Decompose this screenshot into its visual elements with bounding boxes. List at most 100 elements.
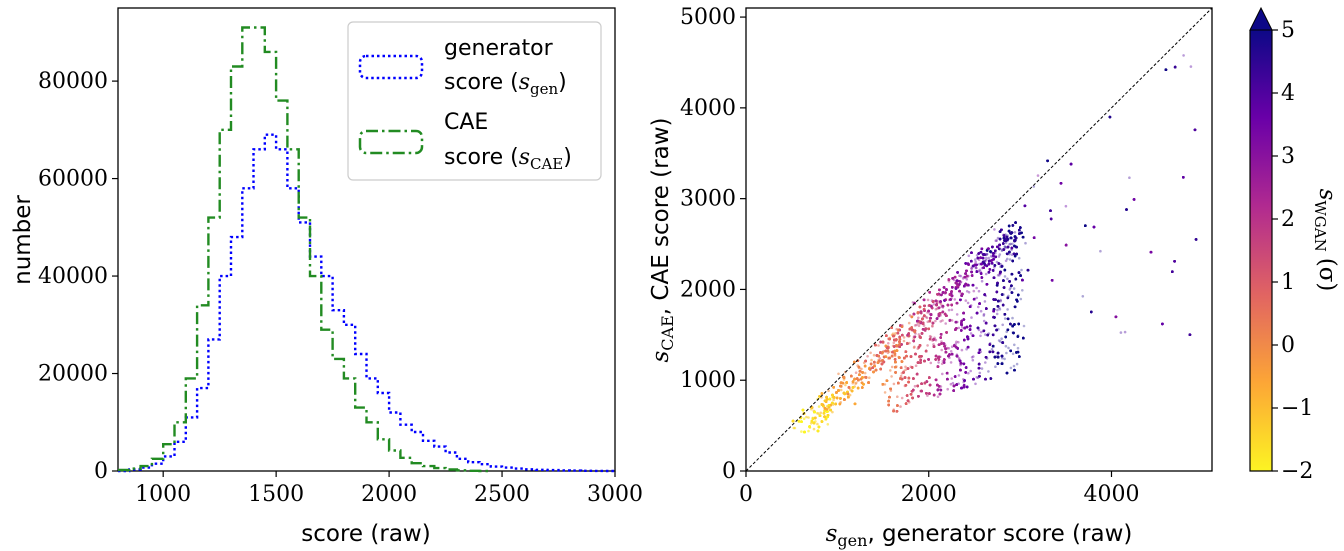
scatter-point: [947, 298, 951, 302]
scatter-point: [907, 332, 910, 335]
scatter-point: [947, 278, 951, 281]
scatter-point: [954, 320, 958, 324]
legend-cae-swatch: [358, 129, 424, 155]
scatter-point: [1000, 362, 1004, 366]
scatter-point: [975, 296, 978, 300]
scatter-point: [964, 282, 967, 286]
scatter-point: [1013, 254, 1017, 258]
scatter-point: [957, 326, 961, 330]
scatter-point: [942, 286, 946, 289]
scatter-point: [1011, 331, 1015, 334]
scatter-point: [950, 303, 953, 307]
scatter-point: [934, 378, 938, 382]
scatter-point: [971, 283, 975, 287]
scatter-point: [1193, 128, 1197, 132]
scatter-point: [960, 348, 964, 352]
scatter-point: [949, 350, 953, 353]
scatter-point: [939, 336, 942, 339]
histogram-x-axis-label: score (raw): [301, 521, 430, 547]
scatter-point: [1000, 249, 1004, 252]
scatter-point: [983, 253, 986, 256]
scatter-point: [978, 268, 981, 272]
scatter-point: [935, 303, 938, 306]
scatter-point: [863, 371, 867, 375]
scatter-point: [955, 282, 958, 285]
scatter-point: [939, 320, 942, 323]
scatter-point: [996, 245, 999, 249]
scatter-point: [972, 264, 975, 268]
scatter-point: [1009, 236, 1013, 240]
scatter-point: [956, 347, 959, 350]
scatter-point: [1024, 241, 1027, 245]
scatter-point: [982, 313, 986, 316]
scatter-point: [1011, 324, 1014, 328]
scatter-point: [985, 253, 989, 256]
scatter-point: [1007, 294, 1010, 298]
scatter-point: [932, 338, 935, 341]
scatter-point: [1008, 258, 1012, 261]
scatter-point: [860, 367, 863, 371]
scatter-point: [1026, 268, 1030, 272]
scatter-point: [1015, 252, 1018, 256]
scatter-point: [1002, 293, 1005, 296]
scatter-point: [1010, 284, 1013, 288]
scatter-point: [937, 315, 941, 318]
scatter-point: [916, 322, 920, 325]
scatter-point: [908, 314, 912, 317]
scatter-point: [1013, 323, 1016, 326]
scatter-point: [964, 272, 967, 275]
scatter-point: [974, 382, 977, 386]
scatter-point: [1017, 271, 1021, 274]
scatter-point: [1015, 298, 1018, 302]
scatter-point: [1004, 233, 1007, 236]
scatter-point: [869, 351, 872, 355]
scatter-point: [963, 379, 966, 382]
scatter-point: [993, 324, 996, 328]
scatter-point: [1006, 245, 1010, 249]
histogram-x-tick-label: 1500: [248, 482, 304, 507]
scatter-point: [983, 293, 986, 296]
scatter-point: [988, 342, 992, 345]
scatter-point: [994, 251, 997, 255]
scatter-point: [1084, 224, 1087, 227]
scatter-point: [970, 267, 974, 270]
scatter-point: [1003, 245, 1007, 249]
scatter-point: [956, 285, 960, 289]
scatter-point: [839, 388, 843, 392]
scatter-point: [993, 316, 996, 319]
scatter-point: [955, 353, 959, 357]
scatter-point: [988, 350, 992, 354]
scatter-point: [1016, 346, 1020, 350]
scatter-point: [1006, 252, 1009, 256]
scatter-point: [970, 251, 973, 254]
scatter-point: [1009, 236, 1012, 240]
scatter-point: [900, 343, 903, 346]
scatter-point: [992, 298, 995, 301]
scatter-point: [982, 314, 986, 317]
scatter-point: [831, 410, 834, 414]
scatter-point: [967, 283, 970, 287]
scatter-point: [952, 389, 955, 392]
scatter-point: [954, 328, 957, 331]
scatter-point: [985, 264, 989, 268]
scatter-point: [996, 351, 1000, 355]
scatter-point: [937, 387, 940, 391]
scatter-point: [934, 354, 938, 358]
scatter-point: [995, 328, 998, 332]
scatter-point: [977, 351, 981, 355]
scatter-point: [985, 264, 989, 268]
scatter-point: [956, 320, 959, 324]
scatter-point: [1032, 185, 1036, 188]
scatter-point: [999, 340, 1002, 343]
scatter-point: [996, 351, 1000, 355]
scatter-point: [912, 339, 915, 343]
scatter-point: [999, 270, 1002, 274]
scatter-point: [965, 274, 969, 278]
scatter-point: [917, 316, 920, 320]
scatter-point: [947, 308, 951, 312]
scatter-point: [994, 239, 998, 242]
scatter-point: [933, 336, 936, 340]
scatter-point: [1001, 356, 1004, 360]
scatter-point: [936, 301, 939, 305]
scatter-point: [968, 305, 972, 309]
